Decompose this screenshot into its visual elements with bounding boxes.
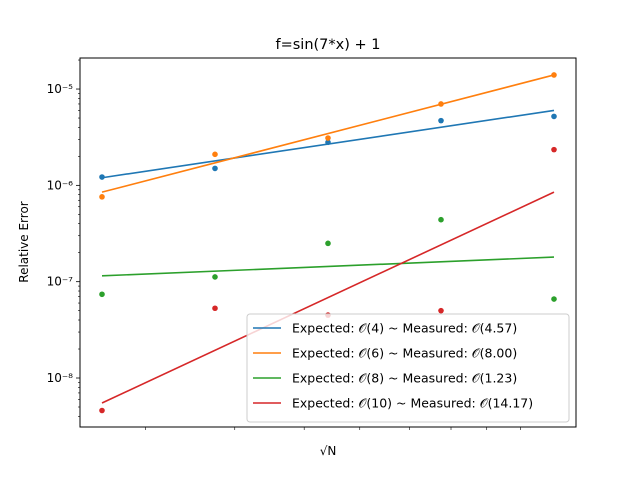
legend-box: [246, 313, 570, 423]
y-tick-label: 10⁻⁷: [47, 275, 74, 289]
series-1-point: [551, 72, 557, 78]
y-tick-label: 10⁻⁵: [47, 82, 74, 96]
axis-ticks: 10⁻⁸ 10⁻⁷ 10⁻⁶ 10⁻⁵: [47, 59, 521, 430]
series-0-point: [325, 139, 331, 146]
series-0-point: [99, 174, 105, 180]
series-2-fit-line: [101, 256, 555, 277]
chart-title: f=sin(7*x) + 1: [276, 37, 381, 53]
axes-frame: [79, 57, 577, 428]
series-2-point: [99, 291, 105, 298]
series-1-fit-line: [101, 74, 555, 193]
legend-label: Expected: 𝒪(8) ~ Measured: 𝒪(1.23): [292, 371, 517, 386]
series-2-point: [438, 216, 444, 223]
series-0-point: [438, 117, 444, 124]
series-3-point: [551, 146, 557, 153]
y-tick-label: 10⁻⁸: [47, 371, 74, 385]
y-tick-label: 10⁻⁶: [47, 178, 74, 192]
series-3-point: [212, 305, 218, 312]
series-2-point: [212, 274, 218, 280]
y-axis-label: Relative Error: [17, 201, 31, 283]
series-3-point: [438, 307, 444, 314]
legend-label: Expected: 𝒪(4) ~ Measured: 𝒪(4.57): [292, 321, 517, 336]
plot-area: [99, 72, 557, 414]
legend-label: Expected: 𝒪(6) ~ Measured: 𝒪(8.00): [292, 346, 517, 361]
x-axis-label: √N: [320, 444, 337, 458]
legend: Expected: 𝒪(4) ~ Measured: 𝒪(4.57) Expect…: [246, 313, 570, 423]
series-1-point: [99, 194, 105, 200]
series-2-point: [325, 240, 331, 247]
series-3-fit-line: [101, 191, 555, 404]
series-0-point: [212, 165, 218, 172]
legend-label: Expected: 𝒪(10) ~ Measured: 𝒪(14.17): [292, 396, 533, 411]
series-2-point: [551, 296, 557, 302]
series-0-point: [551, 113, 557, 120]
series-1-point: [325, 135, 331, 141]
series-3-point: [99, 407, 105, 414]
series-1-point: [438, 101, 444, 107]
series-1-point: [212, 151, 218, 158]
